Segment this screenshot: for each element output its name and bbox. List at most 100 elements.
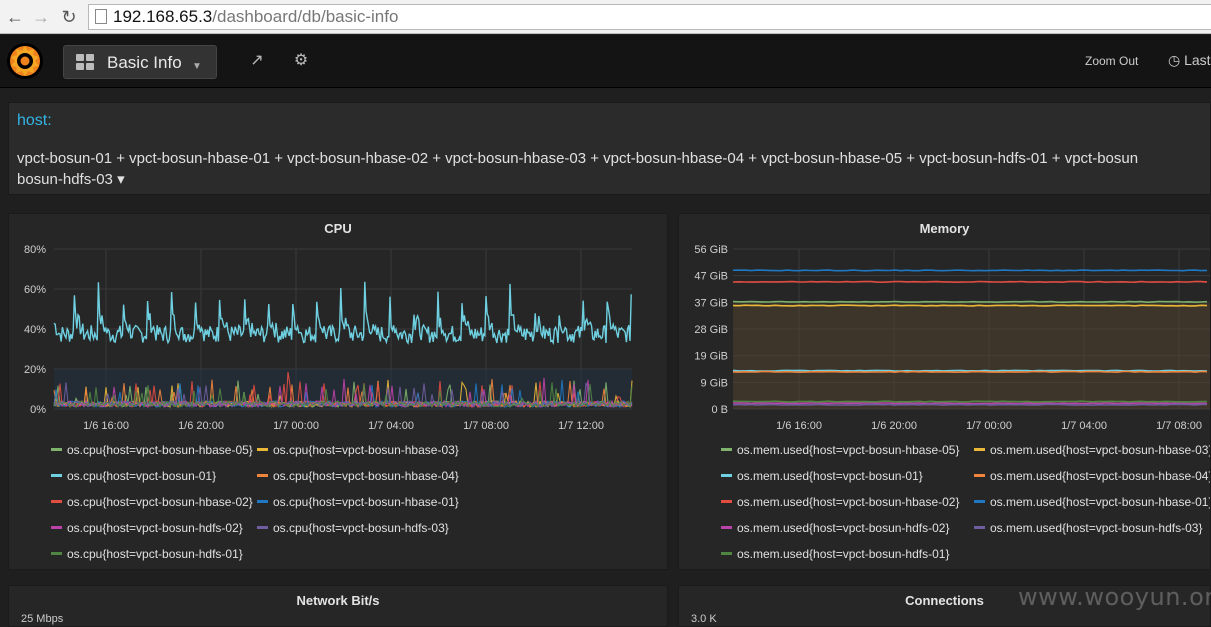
legend-item[interactable]: os.cpu{host=vpct-bosun-hbase-03} bbox=[257, 443, 459, 457]
share-icon[interactable]: ↗ bbox=[250, 52, 264, 69]
memory-series-line bbox=[732, 402, 1208, 405]
caret-down-icon: ▼ bbox=[192, 61, 202, 72]
memory-panel-title[interactable]: Memory bbox=[919, 221, 970, 236]
connections-panel-title[interactable]: Connections bbox=[905, 593, 984, 608]
cpu-x-tick: 1/7 12:00 bbox=[558, 420, 604, 432]
legend-label: os.cpu{host=vpct-bosun-hbase-04} bbox=[273, 469, 459, 483]
network-y-tick: 25 Mbps bbox=[21, 613, 64, 625]
cpu-panel-title[interactable]: CPU bbox=[324, 221, 352, 236]
legend-item[interactable]: os.cpu{host=vpct-bosun-hdfs-02} bbox=[51, 521, 243, 535]
cpu-x-tick: 1/7 08:00 bbox=[463, 420, 509, 432]
dashboard-picker-button[interactable]: Basic Info ▼ bbox=[63, 45, 217, 79]
memory-y-tick: 19 GiB bbox=[694, 351, 728, 363]
legend-label: os.cpu{host=vpct-bosun-hbase-05} bbox=[67, 443, 253, 457]
top-navbar: Basic Info ▼ ↗ ⚙ Zoom Out ◷ Last bbox=[0, 35, 1211, 88]
url-host: 192.168.65.3 bbox=[113, 7, 213, 26]
connections-panel: Connections 3.0 K bbox=[678, 585, 1211, 627]
legend-label: os.mem.used{host=vpct-bosun-hbase-05} bbox=[737, 443, 960, 457]
legend-swatch bbox=[51, 526, 62, 529]
legend-swatch bbox=[721, 474, 732, 477]
browser-toolbar: ← → ↻ 192.168.65.3/dashboard/db/basic-in… bbox=[0, 0, 1211, 34]
legend-item[interactable]: os.cpu{host=vpct-bosun-hbase-01} bbox=[257, 495, 459, 509]
network-panel: Network Bit/s 25 Mbps bbox=[8, 585, 668, 627]
legend-item[interactable]: os.mem.used{host=vpct-bosun-hdfs-01} bbox=[721, 547, 949, 561]
dashboard-grid-icon bbox=[76, 54, 94, 70]
memory-series-line bbox=[732, 304, 1208, 307]
memory-x-tick: 1/6 16:00 bbox=[776, 420, 822, 432]
cpu-y-tick: 0% bbox=[30, 404, 46, 416]
address-bar[interactable]: 192.168.65.3/dashboard/db/basic-info bbox=[88, 4, 1211, 30]
cpu-y-tick: 40% bbox=[24, 324, 46, 336]
legend-label: os.mem.used{host=vpct-bosun-hbase-03} bbox=[990, 443, 1211, 457]
legend-swatch bbox=[974, 500, 985, 503]
legend-item[interactable]: os.cpu{host=vpct-bosun-01} bbox=[51, 469, 216, 483]
legend-item[interactable]: os.mem.used{host=vpct-bosun-hbase-05} bbox=[721, 443, 959, 457]
legend-swatch bbox=[721, 552, 732, 555]
cpu-series-line bbox=[53, 281, 632, 346]
legend-item[interactable]: os.cpu{host=vpct-bosun-hbase-02} bbox=[51, 495, 253, 509]
legend-swatch bbox=[721, 448, 732, 451]
dashboard-title: Basic Info bbox=[107, 53, 182, 72]
legend-label: os.cpu{host=vpct-bosun-01} bbox=[67, 469, 217, 483]
host-value-line2: bosun-hdfs-03 bbox=[17, 171, 113, 188]
host-variable-value[interactable]: vpct-bosun-01 + vpct-bosun-hbase-01 + vp… bbox=[17, 148, 1210, 190]
legend-item[interactable]: os.cpu{host=vpct-bosun-hdfs-03} bbox=[257, 521, 449, 535]
legend-label: os.cpu{host=vpct-bosun-hbase-02} bbox=[67, 495, 253, 509]
memory-y-tick: 28 GiB bbox=[694, 324, 728, 336]
memory-y-tick: 9 GiB bbox=[700, 377, 728, 389]
legend-item[interactable]: os.mem.used{host=vpct-bosun-hdfs-02} bbox=[721, 521, 949, 535]
memory-series-line bbox=[733, 269, 1208, 272]
cpu-panel: CPU 80% 60% 40% 20% 0% 1/6 16:00 1/6 20:00 1/7 … bbox=[8, 213, 668, 570]
zoom-out-button[interactable]: Zoom Out bbox=[1085, 54, 1139, 68]
cpu-chart: 80% 60% 40% 20% 0% 1/6 16:00 1/6 20:00 1/7 00:0… bbox=[24, 244, 633, 432]
watermark: www.wooyun.org bbox=[1018, 583, 1211, 611]
legend-swatch bbox=[51, 448, 62, 451]
memory-y-tick: 47 GiB bbox=[694, 271, 728, 283]
back-icon[interactable]: ← bbox=[6, 7, 24, 27]
cpu-series-line bbox=[53, 382, 633, 409]
legend-item[interactable]: os.cpu{host=vpct-bosun-hbase-05} bbox=[51, 443, 253, 457]
legend-label: os.cpu{host=vpct-bosun-hbase-03} bbox=[273, 443, 459, 457]
memory-x-tick: 1/7 00:00 bbox=[966, 420, 1012, 432]
template-variable-bar: host: vpct-bosun-01 + vpct-bosun-hbase-0… bbox=[8, 102, 1211, 195]
page-icon bbox=[95, 9, 107, 24]
legend-item[interactable]: os.mem.used{host=vpct-bosun-hbase-01} bbox=[974, 495, 1210, 509]
memory-y-tick: 0 B bbox=[711, 404, 728, 416]
cpu-x-tick: 1/6 16:00 bbox=[83, 420, 129, 432]
cpu-x-tick: 1/6 20:00 bbox=[178, 420, 224, 432]
legend-swatch bbox=[51, 500, 62, 503]
clock-icon: ◷ bbox=[1168, 52, 1181, 68]
time-range-picker[interactable]: ◷ Last bbox=[1168, 52, 1211, 69]
url-path: /dashboard/db/basic-info bbox=[212, 7, 399, 26]
cpu-y-tick: 20% bbox=[24, 364, 46, 376]
legend-swatch bbox=[51, 552, 62, 555]
legend-item[interactable]: os.mem.used{host=vpct-bosun-hbase-03} bbox=[974, 443, 1211, 457]
memory-series-line bbox=[732, 280, 1208, 284]
gear-icon[interactable]: ⚙ bbox=[293, 52, 309, 69]
memory-y-tick: 37 GiB bbox=[694, 297, 728, 309]
cpu-x-tick: 1/7 00:00 bbox=[273, 420, 319, 432]
legend-item[interactable]: os.mem.used{host=vpct-bosun-hbase-04} bbox=[974, 469, 1210, 483]
legend-swatch bbox=[721, 500, 732, 503]
legend-label: os.cpu{host=vpct-bosun-hdfs-01} bbox=[67, 547, 243, 561]
memory-series-line bbox=[732, 403, 1207, 406]
legend-label: os.mem.used{host=vpct-bosun-hdfs-01} bbox=[737, 547, 950, 561]
legend-swatch bbox=[257, 500, 268, 503]
legend-item[interactable]: os.cpu{host=vpct-bosun-hdfs-01} bbox=[51, 547, 243, 561]
network-panel-title[interactable]: Network Bit/s bbox=[296, 593, 380, 608]
cpu-y-tick: 60% bbox=[24, 284, 46, 296]
memory-series-line bbox=[732, 369, 1208, 372]
legend-item[interactable]: os.mem.used{host=vpct-bosun-hbase-02} bbox=[721, 495, 959, 509]
grafana-logo-icon[interactable] bbox=[6, 42, 44, 80]
legend-label: os.cpu{host=vpct-bosun-hdfs-02} bbox=[67, 521, 243, 535]
legend-item[interactable]: os.mem.used{host=vpct-bosun-01} bbox=[721, 469, 923, 483]
forward-icon[interactable]: → bbox=[32, 7, 50, 27]
connections-y-tick: 3.0 K bbox=[691, 613, 717, 625]
reload-icon[interactable]: ↻ bbox=[61, 7, 77, 27]
memory-x-tick: 1/7 04:00 bbox=[1061, 420, 1107, 432]
legend-item[interactable]: os.mem.used{host=vpct-bosun-hdfs-03} bbox=[974, 521, 1202, 535]
legend-item[interactable]: os.cpu{host=vpct-bosun-hbase-04} bbox=[257, 469, 459, 483]
time-range-label: Last bbox=[1184, 52, 1211, 68]
legend-label: os.mem.used{host=vpct-bosun-01} bbox=[737, 469, 923, 483]
legend-label: os.mem.used{host=vpct-bosun-hdfs-03} bbox=[990, 521, 1203, 535]
